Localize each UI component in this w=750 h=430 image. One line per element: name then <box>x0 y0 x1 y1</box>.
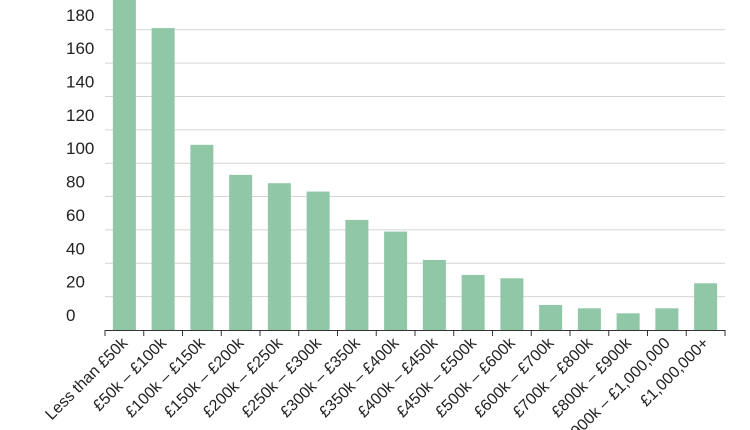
bar <box>422 259 446 330</box>
bar <box>112 0 136 331</box>
y-tick-label: 140 <box>66 72 94 91</box>
y-tick-label: 60 <box>66 206 85 225</box>
y-tick-label: 160 <box>66 39 94 58</box>
y-tick-label: 40 <box>66 239 85 258</box>
bar <box>229 174 253 330</box>
bar <box>577 308 601 330</box>
y-tick-label: 100 <box>66 139 94 158</box>
bar <box>345 219 369 330</box>
bar <box>306 191 330 330</box>
bar <box>384 231 408 330</box>
y-axis-ticks: 0 20 40 60 80 100 120 140 160 180 <box>66 6 94 325</box>
x-axis-labels: Less than £50k£50k – £100k£100k – £150k£… <box>42 334 712 430</box>
y-tick-label: 180 <box>66 6 94 25</box>
x-category-label: £1,000,000+ <box>637 335 712 410</box>
y-tick-label: 20 <box>66 273 85 292</box>
bar <box>151 28 175 330</box>
bar <box>694 283 718 330</box>
bar <box>500 278 524 330</box>
bar <box>539 304 563 330</box>
bars <box>112 0 718 331</box>
bar <box>655 308 679 330</box>
bar <box>190 144 214 330</box>
y-tick-label: 80 <box>66 173 85 192</box>
y-tick-label: 0 <box>66 306 75 325</box>
x-axis-tick-marks <box>104 330 726 336</box>
bar <box>267 183 291 330</box>
bar <box>461 274 485 330</box>
bar <box>616 313 640 330</box>
y-tick-label: 120 <box>66 106 94 125</box>
